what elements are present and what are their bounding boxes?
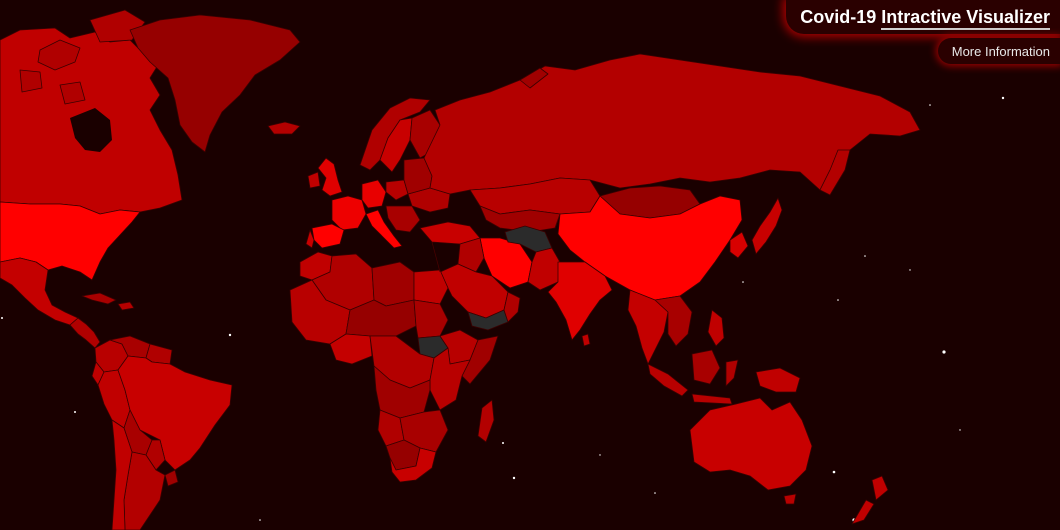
asia[interactable] (423, 53, 921, 405)
country-kamchatka[interactable] (819, 149, 851, 196)
country-new-zealand[interactable] (851, 475, 889, 525)
country-poland[interactable] (385, 179, 409, 201)
country-india[interactable] (547, 261, 613, 341)
country-south-africa[interactable] (389, 447, 437, 483)
country-germany[interactable] (361, 179, 387, 209)
country-indonesia-sumatra[interactable] (647, 363, 689, 397)
north-america[interactable] (0, 9, 301, 349)
country-italy[interactable] (365, 209, 403, 249)
country-novaya-zemlya[interactable] (519, 67, 549, 89)
more-information-label[interactable]: More Information (951, 43, 1050, 59)
country-philippines[interactable] (707, 309, 725, 347)
country-hispaniola[interactable] (117, 301, 135, 311)
country-cuba[interactable] (81, 292, 117, 305)
country-australia[interactable] (689, 397, 813, 491)
country-madagascar[interactable] (477, 399, 495, 443)
country-new-guinea[interactable] (755, 367, 801, 393)
country-japan[interactable] (751, 197, 783, 255)
country-sri-lanka[interactable] (581, 333, 591, 347)
title-panel: Covid-19 Intractive Visualizer (786, 0, 1060, 34)
app-title: Covid-19 Intractive Visualizer (800, 6, 1050, 30)
country-oman[interactable] (503, 291, 521, 323)
country-pakistan[interactable] (527, 247, 561, 291)
country-norway[interactable] (359, 97, 431, 171)
country-central-america[interactable] (69, 317, 101, 349)
hudson-bay (70, 108, 112, 152)
country-borders (345, 213, 561, 335)
country-balkans[interactable] (385, 205, 421, 233)
south-america[interactable] (91, 335, 233, 530)
country-sulawesi[interactable] (725, 359, 739, 387)
app-title-part1: Covid-19 (800, 6, 882, 27)
country-indochina[interactable] (654, 295, 693, 347)
country-borneo[interactable] (691, 349, 721, 385)
country-indonesia-java[interactable] (691, 393, 733, 405)
country-uk[interactable] (317, 157, 343, 197)
country-portugal[interactable] (305, 229, 315, 249)
more-information-button[interactable]: More Information (937, 38, 1060, 64)
country-korea[interactable] (729, 231, 749, 259)
country-greenland[interactable] (129, 14, 301, 153)
country-congo[interactable] (373, 365, 431, 419)
country-chile[interactable] (111, 419, 133, 530)
africa[interactable] (289, 251, 499, 483)
country-iceland[interactable] (267, 121, 301, 135)
country-libya[interactable] (371, 261, 415, 307)
country-ireland[interactable] (307, 171, 321, 189)
oceania[interactable] (689, 397, 889, 525)
country-uruguay[interactable] (164, 469, 179, 487)
country-tasmania[interactable] (783, 493, 797, 505)
app-title-part2: Intractive Visualizer (881, 6, 1050, 30)
country-egypt[interactable] (413, 269, 449, 305)
country-iraq-syria[interactable] (457, 237, 485, 273)
country-france[interactable] (331, 195, 367, 231)
